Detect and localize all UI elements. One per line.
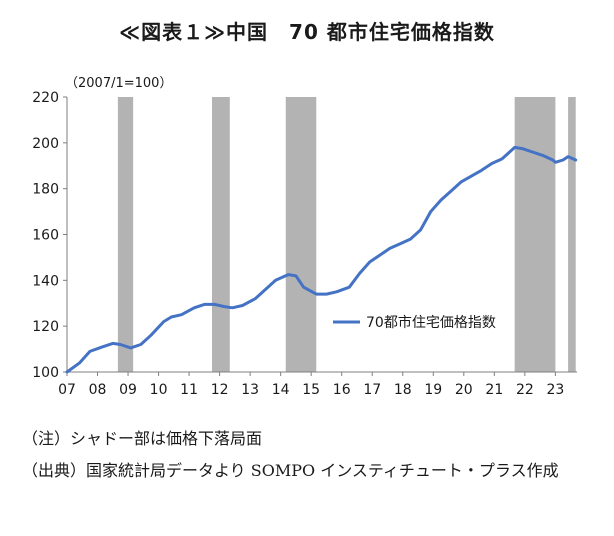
x-tick-label: 23 bbox=[546, 382, 564, 398]
shaded-period-5 bbox=[568, 97, 576, 372]
legend: 70都市住宅価格指数 bbox=[333, 314, 496, 331]
x-tick-label: 21 bbox=[485, 382, 503, 398]
x-tick-label: 09 bbox=[119, 382, 137, 398]
x-tick-label: 11 bbox=[180, 382, 198, 398]
x-tick-label: 15 bbox=[302, 382, 320, 398]
legend-label: 70都市住宅価格指数 bbox=[366, 314, 496, 331]
axes: 100 120 140 160 180 200 220 07 08 09 10 11 12 13 14 15 1… bbox=[32, 90, 577, 398]
shaded-period-2 bbox=[211, 97, 230, 372]
y-tick-label: 200 bbox=[32, 136, 59, 152]
x-tick-label: 13 bbox=[241, 382, 259, 398]
x-tick-label: 07 bbox=[58, 382, 76, 398]
x-tick-label: 14 bbox=[272, 382, 290, 398]
x-tick-label: 16 bbox=[333, 382, 351, 398]
y-tick-label: 120 bbox=[32, 319, 59, 335]
x-tick-label: 17 bbox=[363, 382, 381, 398]
shaded-period-3 bbox=[285, 97, 317, 372]
chart-title: ≪図表１≫中国 70 都市住宅価格指数 bbox=[119, 20, 495, 44]
x-tick-label: 18 bbox=[394, 382, 412, 398]
series-layer bbox=[65, 145, 578, 374]
x-tick-label: 08 bbox=[89, 382, 107, 398]
x-tick-label: 12 bbox=[211, 382, 229, 398]
series-line-1 bbox=[65, 145, 578, 374]
shaded-periods bbox=[117, 97, 576, 372]
x-tick-label: 10 bbox=[150, 382, 168, 398]
y-tick-label: 220 bbox=[32, 90, 59, 106]
shading-note: （注）シャドー部は価格下落局面 bbox=[22, 429, 263, 448]
x-tick-label: 19 bbox=[424, 382, 442, 398]
source-note: （出典）国家統計局データより SOMPO インスティチュート・プラス作成 bbox=[22, 461, 559, 480]
x-tick-label: 22 bbox=[516, 382, 534, 398]
y-tick-label: 140 bbox=[32, 273, 59, 289]
index-base-note: （2007/1=100） bbox=[65, 76, 173, 91]
y-tick-label: 160 bbox=[32, 228, 59, 244]
shaded-period-1 bbox=[117, 97, 134, 372]
shaded-period-4 bbox=[514, 97, 556, 372]
y-tick-label: 180 bbox=[32, 182, 59, 198]
y-tick-label: 100 bbox=[32, 365, 59, 381]
chart-area: 100 120 140 160 180 200 220 07 08 09 10 11 12 13 14 15 1… bbox=[32, 90, 578, 398]
x-tick-label: 20 bbox=[455, 382, 473, 398]
